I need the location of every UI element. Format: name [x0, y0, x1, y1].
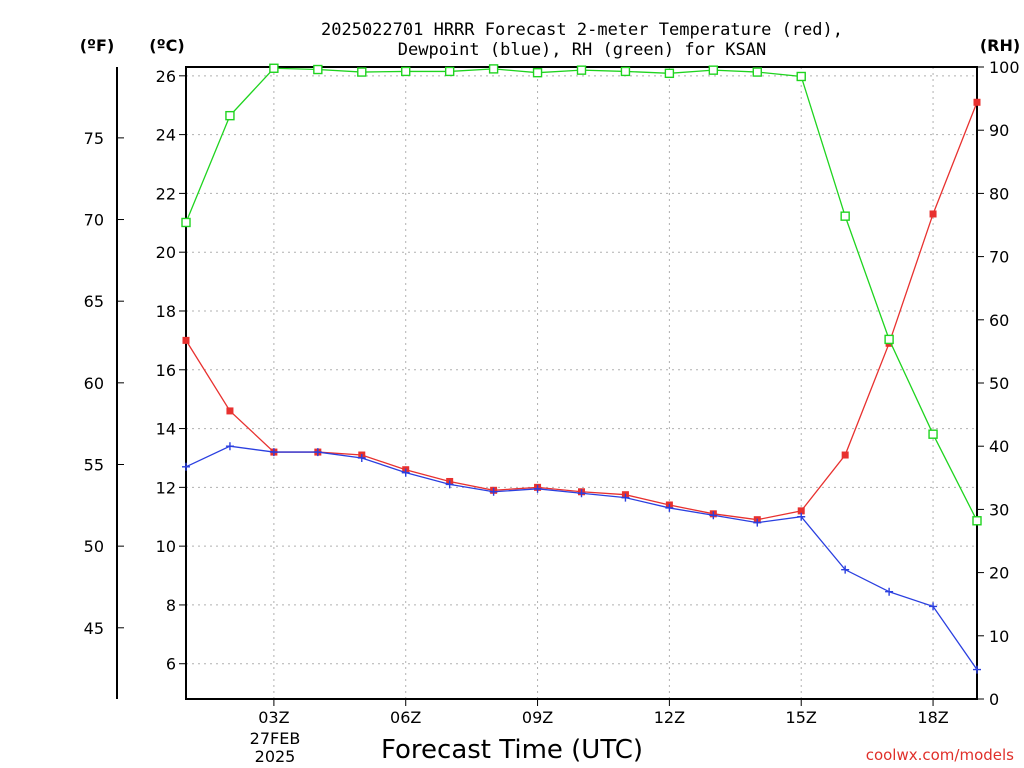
plot-frame — [185, 66, 978, 700]
dewpoint-data-point — [753, 518, 762, 527]
rh-data-point — [620, 66, 631, 77]
grid-lines — [186, 67, 977, 699]
celsius-tick-label: 22 — [156, 184, 176, 203]
rh-data-point — [401, 66, 411, 77]
dewpoint-data-point — [489, 487, 498, 496]
rh-tick-label: 0 — [989, 690, 999, 709]
data-series — [181, 63, 982, 674]
fahrenheit-tick-label: 70 — [84, 211, 104, 230]
dewpoint-data-point — [885, 587, 894, 596]
rh-data-point — [313, 64, 323, 75]
x-tick-label: 15Z — [786, 708, 817, 727]
rh-tick-label: 70 — [989, 248, 1009, 267]
celsius-tick-label: 26 — [156, 67, 176, 86]
rh-data-point — [444, 66, 455, 77]
x-tick-label: 12Z — [654, 708, 685, 727]
x-tick-label: 09Z — [522, 708, 553, 727]
dewpoint-data-point — [269, 448, 278, 457]
rh-data-point — [972, 516, 982, 526]
rh-tick-label: 100 — [989, 58, 1020, 77]
dewpoint-data-point — [709, 511, 718, 520]
temperature-data-point — [182, 336, 190, 344]
rh-data-point — [884, 334, 894, 345]
dewpoint-data-point — [357, 453, 366, 462]
rh-data-point — [752, 67, 762, 77]
celsius-tick-label: 20 — [156, 243, 176, 262]
dewpoint-data-point — [929, 602, 938, 611]
temperature-data-point — [797, 507, 805, 515]
temperature-data-point — [226, 407, 234, 415]
dewpoint-data-point — [973, 665, 981, 674]
rh-data-point — [225, 110, 235, 121]
x-tick-label: 06Z — [390, 708, 421, 727]
x-tick-label: 03Z — [258, 708, 289, 727]
dewpoint-data-point — [797, 512, 806, 521]
fahrenheit-tick-label: 75 — [84, 129, 104, 148]
dewpoint-data-point — [182, 462, 190, 471]
celsius-tick-label: 8 — [166, 596, 176, 615]
rh-tick-label: 20 — [989, 564, 1009, 583]
rh-data-point — [664, 68, 675, 79]
celsius-tick-label: 10 — [156, 537, 176, 556]
temperature-data-point — [841, 451, 849, 459]
celsius-tick-label: 18 — [156, 302, 176, 321]
rh-tick-label: 40 — [989, 437, 1009, 456]
source-credit: coolwx.com/models — [866, 746, 1014, 764]
rh-data-point — [488, 64, 499, 74]
dewpoint-data-point — [313, 448, 322, 457]
x-axis-title: Forecast Time (UTC) — [381, 735, 643, 765]
dewpoint-data-point — [401, 468, 410, 477]
dewpoint-line — [185, 445, 978, 670]
fahrenheit-tick-label: 60 — [84, 374, 104, 393]
rh-data-point — [181, 217, 191, 228]
rh-line — [185, 67, 978, 522]
rh-tick-label: 30 — [989, 500, 1009, 519]
dewpoint-data-point — [445, 480, 454, 489]
rh-data-point — [840, 211, 850, 221]
rh-tick-label: 90 — [989, 121, 1009, 140]
dewpoint-data-point — [577, 489, 586, 498]
rh-data-point — [532, 67, 543, 78]
rh-data-point — [928, 429, 938, 439]
celsius-unit-label: (ºC) — [149, 36, 184, 55]
fahrenheit-tick-label: 65 — [84, 292, 104, 311]
chart-title-line-1: 2025022701 HRRR Forecast 2-meter Tempera… — [321, 20, 843, 40]
rh-data-point — [708, 65, 719, 75]
dewpoint-data-point — [841, 565, 850, 574]
fahrenheit-tick-label: 55 — [84, 455, 104, 474]
date-label-day: 27FEB — [250, 729, 301, 748]
celsius-tick-label: 6 — [166, 655, 176, 674]
rh-data-point — [269, 63, 279, 73]
fahrenheit-unit-label: (ºF) — [80, 36, 115, 55]
celsius-tick-label: 16 — [156, 361, 176, 380]
rh-unit-label: (RH) — [980, 36, 1020, 55]
rh-data-point — [796, 71, 806, 82]
dewpoint-data-point — [225, 442, 234, 451]
date-label-year: 2025 — [255, 747, 296, 766]
celsius-tick-label: 24 — [156, 126, 176, 145]
axes — [116, 66, 984, 706]
temperature-data-point — [973, 98, 981, 106]
rh-data-point — [576, 65, 587, 75]
temperature-data-point — [929, 210, 937, 218]
x-tick-label: 18Z — [917, 708, 948, 727]
rh-tick-label: 60 — [989, 311, 1009, 330]
dewpoint-data-point — [621, 493, 630, 502]
rh-data-point — [357, 67, 367, 77]
rh-tick-label: 10 — [989, 627, 1009, 646]
celsius-tick-label: 14 — [156, 420, 176, 439]
celsius-tick-label: 12 — [156, 478, 176, 497]
dewpoint-data-point — [665, 503, 674, 512]
tick-labels: 6 8 10 12 14 16 18 20 22 24 26 45 50 55 60 65 70 75 0 10 20 3… — [84, 58, 1020, 727]
fahrenheit-tick-label: 45 — [84, 619, 104, 638]
fahrenheit-tick-label: 50 — [84, 537, 104, 556]
rh-tick-label: 80 — [989, 184, 1009, 203]
rh-tick-label: 50 — [989, 374, 1009, 393]
dewpoint-data-point — [533, 484, 542, 493]
chart-title-line-2: Dewpoint (blue), RH (green) for KSAN — [398, 40, 766, 60]
